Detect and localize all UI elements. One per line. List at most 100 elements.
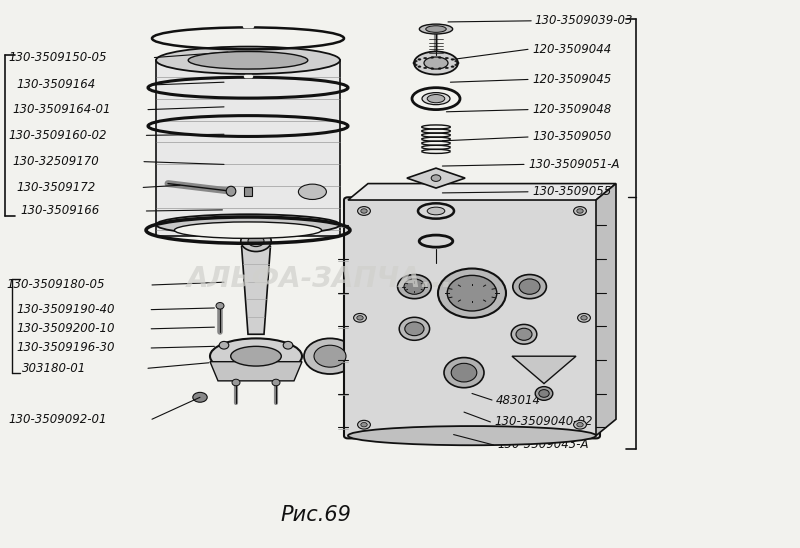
Ellipse shape	[456, 62, 459, 64]
Ellipse shape	[419, 24, 453, 34]
Bar	[156, 60, 340, 236]
Ellipse shape	[361, 209, 367, 213]
Ellipse shape	[431, 175, 441, 181]
Text: 130-3509190-40: 130-3509190-40	[16, 303, 114, 316]
Ellipse shape	[445, 58, 449, 59]
Text: 120-3509048: 120-3509048	[532, 103, 611, 116]
Text: 130-3509196-30: 130-3509196-30	[16, 341, 114, 355]
Ellipse shape	[414, 64, 418, 66]
Ellipse shape	[451, 59, 454, 60]
Ellipse shape	[414, 60, 418, 62]
Ellipse shape	[427, 207, 445, 215]
Ellipse shape	[219, 341, 229, 349]
Ellipse shape	[304, 339, 356, 374]
Ellipse shape	[451, 363, 477, 382]
Ellipse shape	[516, 328, 532, 340]
Ellipse shape	[283, 341, 293, 349]
Text: 130-3509039-03: 130-3509039-03	[534, 14, 633, 27]
Ellipse shape	[513, 275, 546, 299]
Ellipse shape	[357, 316, 363, 320]
Ellipse shape	[535, 387, 553, 400]
Ellipse shape	[451, 66, 454, 67]
Ellipse shape	[574, 420, 586, 429]
Ellipse shape	[422, 93, 450, 105]
Ellipse shape	[454, 64, 458, 66]
Ellipse shape	[188, 52, 308, 69]
Ellipse shape	[348, 426, 596, 445]
Ellipse shape	[405, 322, 424, 335]
Ellipse shape	[398, 275, 431, 299]
Text: 120-3509044: 120-3509044	[532, 43, 611, 56]
Ellipse shape	[418, 59, 421, 60]
Ellipse shape	[210, 339, 302, 374]
Ellipse shape	[581, 316, 587, 320]
Bar	[244, 187, 252, 196]
Text: 130-3509172: 130-3509172	[16, 181, 95, 194]
Text: 130-3509150-05: 130-3509150-05	[8, 51, 106, 64]
Text: 130-3509040-02: 130-3509040-02	[494, 415, 593, 429]
Ellipse shape	[272, 379, 280, 386]
Text: 130-3509200-10: 130-3509200-10	[16, 322, 114, 335]
Polygon shape	[596, 184, 616, 436]
Ellipse shape	[241, 231, 271, 252]
Ellipse shape	[438, 269, 506, 318]
Text: 483014: 483014	[496, 393, 541, 407]
Ellipse shape	[399, 317, 430, 340]
Ellipse shape	[174, 222, 322, 238]
Text: 130-3509164: 130-3509164	[16, 78, 95, 92]
Ellipse shape	[216, 302, 224, 309]
Ellipse shape	[577, 209, 583, 213]
Ellipse shape	[248, 236, 264, 247]
Ellipse shape	[361, 423, 367, 427]
Ellipse shape	[444, 358, 484, 388]
Ellipse shape	[511, 324, 537, 344]
Ellipse shape	[358, 207, 370, 215]
Ellipse shape	[314, 345, 346, 367]
Ellipse shape	[578, 313, 590, 322]
Ellipse shape	[358, 420, 370, 429]
Text: АЛЬФА-ЗАПЧА...: АЛЬФА-ЗАПЧА...	[187, 265, 453, 294]
Polygon shape	[242, 247, 270, 334]
Text: 130-3509180-05: 130-3509180-05	[6, 278, 105, 292]
Ellipse shape	[298, 184, 326, 199]
Ellipse shape	[519, 279, 540, 294]
Ellipse shape	[232, 379, 240, 386]
Text: 130-3509043-A: 130-3509043-A	[498, 438, 589, 452]
Ellipse shape	[447, 275, 497, 311]
Text: 130-32509170: 130-32509170	[12, 155, 98, 168]
Ellipse shape	[413, 62, 416, 64]
Ellipse shape	[354, 313, 366, 322]
Ellipse shape	[418, 66, 421, 67]
Text: 130-3509050: 130-3509050	[532, 130, 611, 144]
Ellipse shape	[156, 214, 340, 235]
Text: 130-3509166: 130-3509166	[20, 204, 99, 218]
Text: 130-3509160-02: 130-3509160-02	[8, 129, 106, 142]
Ellipse shape	[427, 94, 445, 103]
Ellipse shape	[454, 60, 458, 62]
Ellipse shape	[414, 52, 458, 75]
Ellipse shape	[445, 67, 449, 68]
Ellipse shape	[438, 56, 442, 58]
Ellipse shape	[230, 346, 282, 366]
Ellipse shape	[539, 390, 550, 397]
Polygon shape	[512, 356, 576, 384]
Ellipse shape	[438, 68, 442, 70]
Polygon shape	[407, 168, 465, 188]
Text: 130-3509051-A: 130-3509051-A	[528, 158, 619, 171]
Ellipse shape	[156, 47, 340, 74]
Ellipse shape	[430, 56, 434, 58]
Ellipse shape	[424, 57, 448, 69]
Ellipse shape	[404, 279, 425, 294]
Polygon shape	[348, 184, 616, 200]
Text: 130-3509164-01: 130-3509164-01	[12, 103, 110, 116]
Ellipse shape	[430, 68, 434, 70]
FancyBboxPatch shape	[344, 197, 600, 438]
Ellipse shape	[426, 26, 446, 32]
Text: 120-3509045: 120-3509045	[532, 73, 611, 86]
Ellipse shape	[577, 423, 583, 427]
Ellipse shape	[193, 392, 207, 402]
Ellipse shape	[424, 58, 427, 59]
Text: 130-3509092-01: 130-3509092-01	[8, 413, 106, 426]
Text: 130-3509055: 130-3509055	[532, 185, 611, 198]
Ellipse shape	[226, 186, 236, 196]
